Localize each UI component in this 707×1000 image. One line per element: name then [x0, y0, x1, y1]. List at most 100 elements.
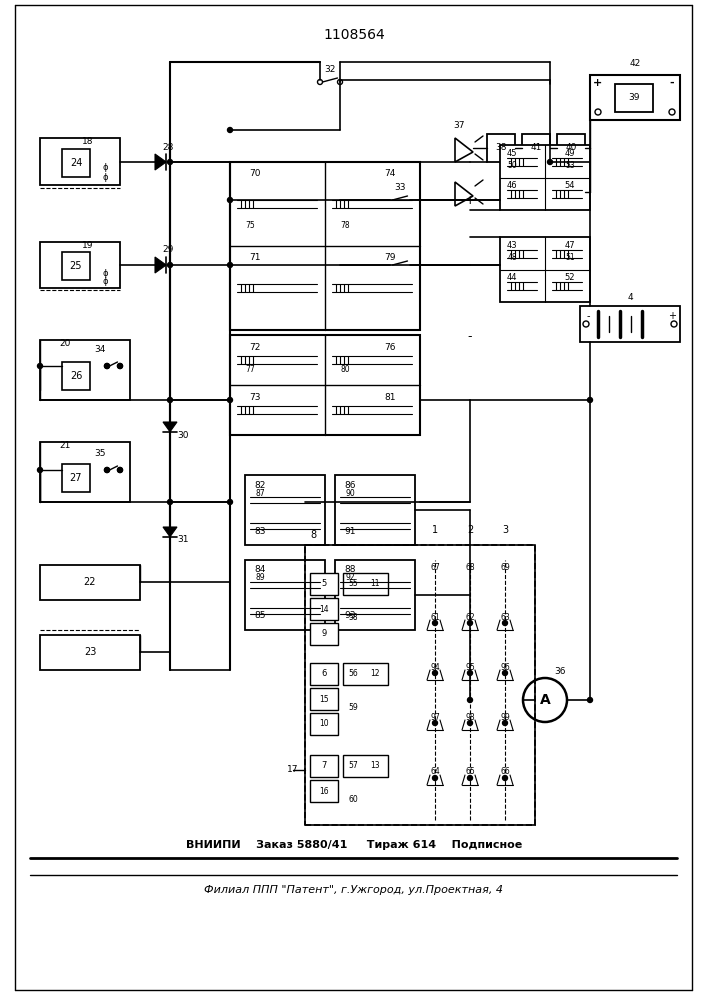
Bar — [615, 84, 653, 112]
Text: 54: 54 — [565, 182, 575, 190]
Text: 71: 71 — [250, 253, 261, 262]
Bar — [305, 545, 535, 825]
Text: 73: 73 — [250, 392, 261, 401]
Bar — [245, 560, 325, 630]
Text: 95: 95 — [465, 662, 475, 672]
Text: ϕ: ϕ — [103, 277, 107, 286]
Circle shape — [117, 468, 122, 473]
Circle shape — [503, 720, 508, 726]
Text: 74: 74 — [385, 169, 396, 178]
Bar — [62, 362, 90, 390]
Circle shape — [503, 620, 508, 626]
Text: 51: 51 — [565, 253, 575, 262]
Bar — [310, 688, 338, 710]
Text: 38: 38 — [495, 143, 507, 152]
Polygon shape — [155, 257, 166, 273]
Text: 99: 99 — [500, 712, 510, 722]
Text: 16: 16 — [319, 786, 329, 796]
Bar — [310, 573, 338, 595]
Bar — [40, 442, 130, 502]
Text: 15: 15 — [319, 694, 329, 704]
Text: 7: 7 — [321, 762, 327, 770]
Text: 88: 88 — [344, 566, 356, 574]
Text: 47: 47 — [565, 240, 575, 249]
Circle shape — [37, 363, 42, 368]
Circle shape — [168, 499, 173, 504]
Text: -: - — [670, 78, 674, 88]
Text: 42: 42 — [629, 58, 641, 68]
Text: 97: 97 — [430, 712, 440, 722]
Text: 17: 17 — [287, 766, 299, 774]
Text: 90: 90 — [345, 488, 355, 497]
Text: 65: 65 — [465, 768, 475, 776]
Bar — [335, 475, 415, 545]
Bar — [557, 134, 585, 162]
Text: +: + — [668, 311, 676, 321]
Text: 23: 23 — [84, 647, 96, 657]
Text: 79: 79 — [384, 253, 396, 262]
Circle shape — [503, 670, 508, 676]
Text: 53: 53 — [565, 161, 575, 170]
Bar — [310, 598, 338, 620]
Text: 46: 46 — [507, 182, 518, 190]
Text: -: - — [586, 311, 590, 321]
Circle shape — [433, 620, 438, 626]
Bar — [40, 635, 140, 670]
Text: 67: 67 — [430, 562, 440, 572]
Circle shape — [228, 198, 233, 202]
Text: 3: 3 — [502, 525, 508, 535]
Text: 66: 66 — [500, 768, 510, 776]
Text: 52: 52 — [565, 273, 575, 282]
Text: 94: 94 — [430, 662, 440, 672]
Bar — [590, 75, 680, 120]
Polygon shape — [155, 154, 166, 170]
Text: 92: 92 — [345, 574, 355, 582]
Circle shape — [168, 159, 173, 164]
Bar — [580, 306, 680, 342]
Text: 89: 89 — [255, 574, 265, 582]
Bar — [40, 340, 130, 400]
Text: 33: 33 — [395, 184, 406, 192]
Circle shape — [105, 468, 110, 473]
Circle shape — [228, 127, 233, 132]
Text: 44: 44 — [507, 273, 518, 282]
Circle shape — [433, 776, 438, 780]
Bar — [335, 560, 415, 630]
Polygon shape — [455, 182, 473, 206]
Text: 91: 91 — [344, 526, 356, 536]
Text: 6: 6 — [321, 670, 327, 678]
Circle shape — [168, 397, 173, 402]
Polygon shape — [455, 138, 473, 162]
Text: 25: 25 — [70, 261, 82, 271]
Text: 68: 68 — [465, 562, 475, 572]
Text: 19: 19 — [82, 241, 94, 250]
Text: 45: 45 — [507, 148, 518, 157]
Circle shape — [228, 262, 233, 267]
Bar — [343, 663, 388, 685]
Text: 18: 18 — [82, 137, 94, 146]
Bar — [230, 335, 420, 435]
Bar — [310, 755, 338, 777]
Circle shape — [588, 698, 592, 702]
Text: 40: 40 — [566, 143, 577, 152]
Text: 13: 13 — [370, 762, 380, 770]
Text: 9: 9 — [322, 630, 327, 639]
Bar — [62, 149, 90, 177]
Text: 34: 34 — [94, 344, 105, 354]
Text: 58: 58 — [348, 612, 358, 621]
Text: 11: 11 — [370, 580, 380, 588]
Text: 87: 87 — [255, 488, 265, 497]
Text: 93: 93 — [344, 611, 356, 620]
Text: ϕ: ϕ — [103, 162, 107, 172]
Polygon shape — [163, 527, 177, 537]
Text: 37: 37 — [453, 121, 464, 130]
Circle shape — [503, 776, 508, 780]
Text: 32: 32 — [325, 66, 336, 75]
Text: 12: 12 — [370, 670, 380, 678]
Polygon shape — [163, 422, 177, 432]
Text: 80: 80 — [340, 365, 350, 374]
Text: 14: 14 — [319, 604, 329, 613]
Text: 21: 21 — [59, 442, 71, 450]
Text: 81: 81 — [384, 392, 396, 401]
Text: 98: 98 — [465, 712, 475, 722]
